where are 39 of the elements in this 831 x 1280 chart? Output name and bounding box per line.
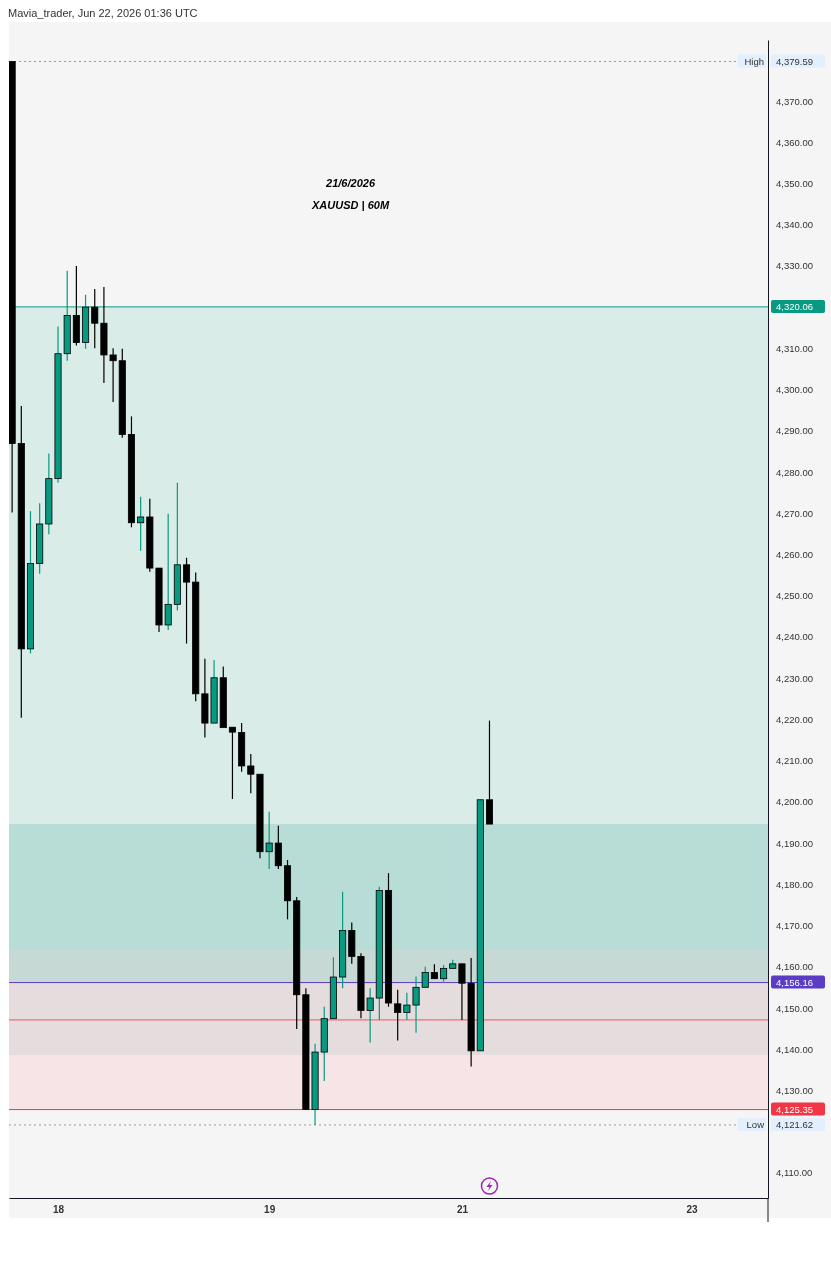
y-tick-label: 4,330.00 [776, 260, 813, 272]
y-tick-label: 4,150.00 [776, 1002, 813, 1014]
y-tick-label: 4,160.00 [776, 961, 813, 973]
y-tick-label: 4,340.00 [776, 219, 813, 231]
text: 21/6/2026 [325, 177, 376, 189]
y-tick-label: 4,156.16 [776, 977, 813, 989]
y-tick-label: 4,379.59 [776, 56, 813, 68]
y-tick-label: 4,270.00 [776, 507, 813, 519]
y-tick-label: 4,125.35 [776, 1104, 813, 1116]
y-tick-label: 4,360.00 [776, 136, 813, 148]
y-tick-label: 4,230.00 [776, 672, 813, 684]
y-tick-label: 4,370.00 [776, 95, 813, 107]
text: XAUUSD | 60M [311, 199, 390, 211]
y-tick-label: 4,220.00 [776, 713, 813, 725]
y-tick-label: 4,260.00 [776, 549, 813, 561]
text: Mavia_trader, Jun 22, 2026 01:36 UTC [8, 7, 198, 19]
ref-line-label: Low [746, 1119, 765, 1131]
x-tick-label: 21 [456, 1204, 469, 1216]
y-tick-label: 4,280.00 [776, 466, 813, 478]
y-tick-label: 4,130.00 [776, 1084, 813, 1096]
y-tick-label: 4,300.00 [776, 384, 813, 396]
y-tick-label: 4,350.00 [776, 178, 813, 189]
y-tick-label: 4,290.00 [776, 425, 813, 437]
x-tick-label: 23 [686, 1204, 698, 1216]
ref-line-label: High [744, 55, 764, 67]
y-tick-label: 4,320.06 [776, 301, 813, 313]
y-tick-label: 4,250.00 [776, 590, 813, 602]
y-tick-label: 4,121.62 [776, 1119, 813, 1131]
y-tick-label: 4,310.00 [776, 342, 813, 354]
y-tick-label: 4,240.00 [776, 631, 813, 643]
y-tick-label: 4,190.00 [776, 837, 813, 849]
y-tick-label: 4,140.00 [776, 1043, 813, 1055]
y-tick-label: 4,170.00 [776, 920, 813, 932]
y-tick-label: 4,210.00 [776, 755, 813, 767]
y-tick-label: 4,110.00 [776, 1167, 813, 1179]
y-tick-label: 4,200.00 [776, 796, 813, 808]
x-tick-label: 18 [52, 1204, 65, 1216]
y-tick-label: 4,180.00 [776, 878, 813, 890]
x-tick-label: 19 [264, 1204, 276, 1216]
